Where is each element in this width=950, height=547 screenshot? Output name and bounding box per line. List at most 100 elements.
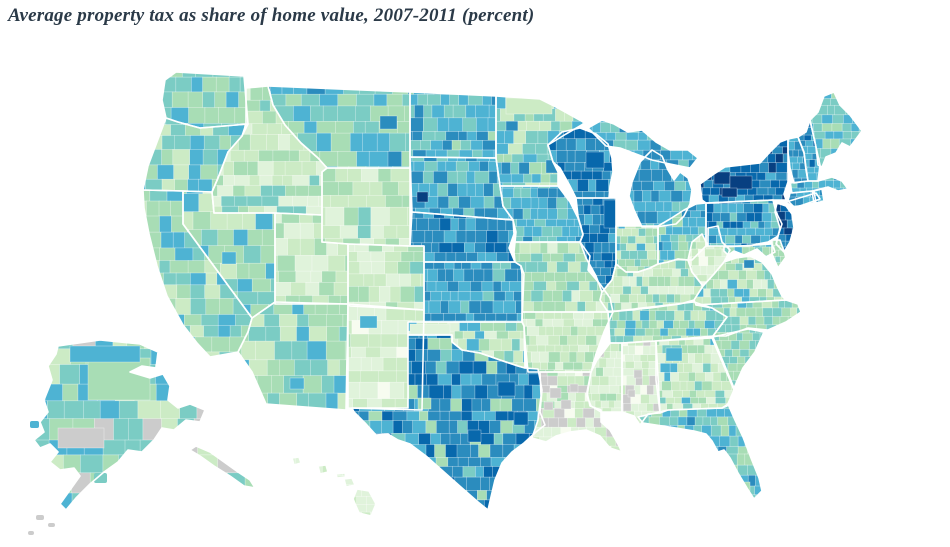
county-cell [436, 161, 447, 172]
county-cell [600, 122, 611, 134]
state-WY[interactable] [308, 167, 428, 255]
state-WI[interactable] [538, 119, 625, 204]
county-cell [783, 227, 793, 236]
county-cell [791, 324, 801, 333]
county-cell [512, 466, 528, 478]
county-cell [595, 260, 605, 269]
county-cell [389, 285, 401, 303]
county-cell [330, 195, 349, 208]
county-cell [672, 390, 683, 398]
county-cell [355, 93, 375, 107]
county-cell [600, 400, 609, 409]
county-cell [502, 466, 514, 478]
county-cell [447, 456, 459, 468]
county-cell [455, 312, 467, 322]
county-cell [755, 227, 766, 237]
county-cell [296, 313, 310, 328]
county-cell [789, 332, 797, 336]
county-cell [567, 335, 578, 346]
county-cell [733, 397, 734, 405]
county-cell [746, 416, 759, 426]
county-cell [703, 494, 715, 499]
county-cell [622, 276, 631, 287]
county-cell [608, 400, 616, 409]
county-cell [853, 105, 862, 116]
county-cell [292, 475, 296, 486]
county-accent [416, 191, 429, 203]
county-cell [238, 375, 241, 394]
state-KS[interactable] [414, 262, 534, 332]
county-cell [159, 247, 176, 262]
county-cell [691, 256, 700, 267]
county-cell [435, 456, 449, 468]
county-cell [448, 420, 459, 434]
county-accent [569, 383, 579, 393]
county-cell [638, 485, 639, 496]
county-cell [468, 456, 482, 468]
county-cell [431, 104, 445, 119]
county-cell [46, 400, 65, 420]
county-cell [630, 285, 642, 295]
county-cell [188, 107, 206, 124]
county-cell [658, 494, 668, 499]
state-IN[interactable] [608, 222, 665, 275]
county-cell [261, 195, 280, 207]
county-cell [839, 166, 849, 167]
county-cell [752, 435, 762, 448]
county-cell [378, 285, 391, 303]
county-cell [626, 120, 639, 124]
county-cell [709, 146, 722, 155]
county-cell [580, 261, 589, 273]
county-cell [366, 195, 387, 208]
county-cell [602, 367, 614, 377]
county-cell [822, 138, 832, 150]
county-cell [426, 281, 437, 292]
county-cell [523, 384, 534, 400]
county-cell [736, 332, 744, 342]
state-CO[interactable] [337, 242, 437, 315]
county-cell [279, 359, 295, 377]
county-cell [562, 318, 576, 328]
county-cell [233, 492, 250, 510]
county-cell [697, 397, 707, 405]
county-cell [486, 230, 499, 244]
county-cell [570, 326, 579, 337]
county-cell [437, 196, 450, 209]
county-cell [752, 279, 762, 290]
county-cell [667, 328, 678, 337]
county-cell [295, 496, 304, 506]
county-cell [674, 180, 687, 192]
county-cell [314, 475, 327, 486]
state-border-AL [621, 340, 661, 426]
county-cell [727, 279, 738, 290]
county-cell [505, 120, 519, 132]
county-cell [757, 379, 764, 388]
county-cell [619, 159, 633, 171]
county-cell [414, 104, 425, 119]
county-cell [754, 453, 762, 466]
county-cell [750, 370, 760, 381]
county-cell [421, 490, 434, 501]
county-cell [565, 138, 577, 151]
county-cell [728, 146, 739, 155]
county-cell [389, 381, 405, 400]
county-cell [593, 252, 602, 262]
county-cell [361, 168, 379, 183]
county-cell [686, 464, 699, 476]
county-cell [661, 474, 673, 487]
county-cell [359, 381, 379, 400]
county-cell [694, 416, 704, 426]
county-cell [543, 499, 545, 510]
county-cell [424, 230, 434, 244]
county-cell [600, 252, 613, 262]
county-cell [724, 139, 733, 148]
county-cell [366, 464, 376, 477]
county-cell [435, 420, 450, 434]
county-cell [688, 320, 696, 329]
county-cell [539, 182, 551, 186]
state-AK[interactable] [17, 330, 277, 512]
county-cell [334, 457, 347, 466]
state-FL[interactable] [630, 400, 771, 506]
county-cell [755, 307, 764, 318]
